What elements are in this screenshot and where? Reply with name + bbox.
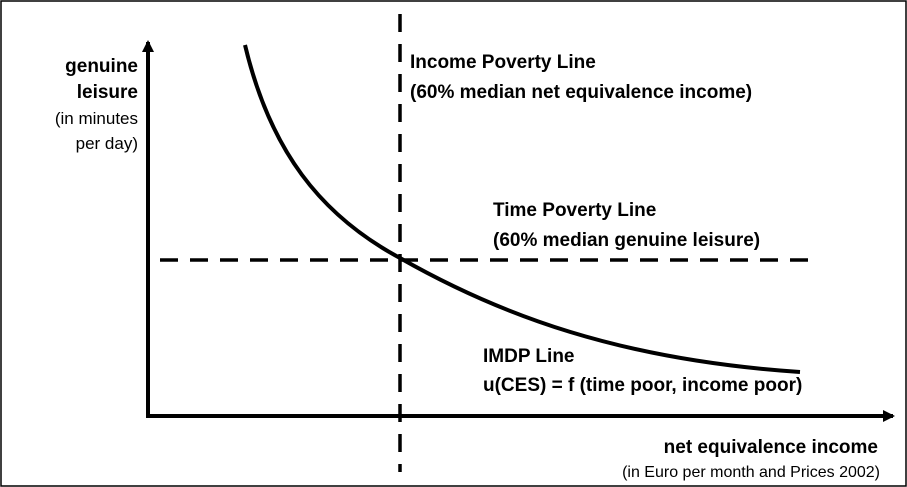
y-axis-label: leisure (77, 82, 138, 103)
y-axis-unit: per day) (76, 134, 138, 153)
line-title: IMDP Line (483, 346, 575, 367)
x-axis-label: net equivalence income (664, 437, 878, 458)
imdp-curve (243, 44, 801, 374)
line-title: Time Poverty Line (493, 200, 656, 221)
line-title: Income Poverty Line (410, 52, 596, 73)
y-axis-label: genuine (65, 56, 138, 77)
line-definition: (60% median net equivalence income) (410, 82, 752, 103)
line-definition: (60% median genuine leisure) (493, 230, 760, 251)
y-axis-unit: (in minutes (55, 109, 138, 128)
line-definition: u(CES) = f (time poor, income poor) (483, 375, 802, 396)
x-axis-unit: (in Euro per month and Prices 2002) (622, 464, 880, 481)
